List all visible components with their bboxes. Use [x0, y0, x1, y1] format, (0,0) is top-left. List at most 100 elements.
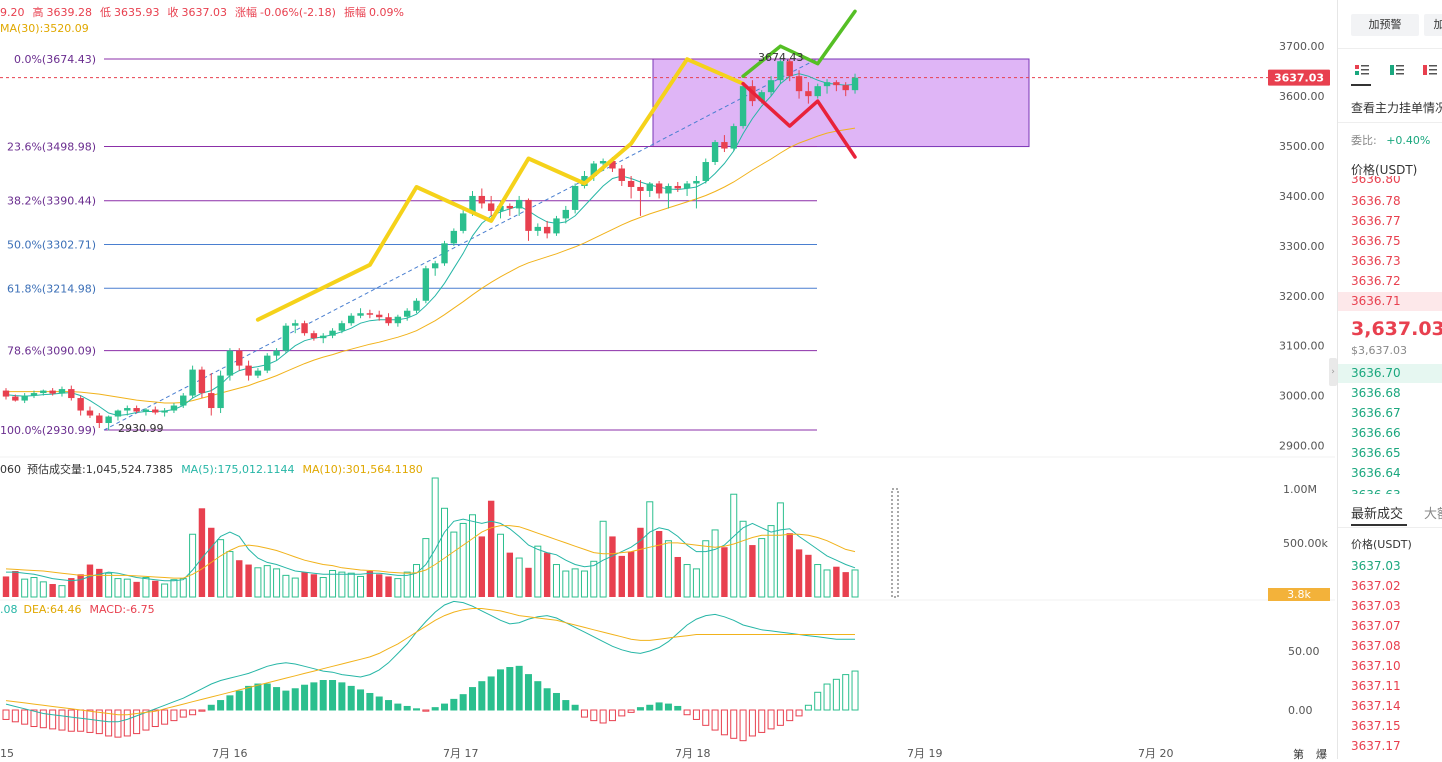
candle	[721, 135, 728, 153]
candle-body	[96, 415, 103, 424]
candle-body	[161, 410, 168, 413]
macd-hist-bar	[804, 704, 812, 711]
change-value: -0.06%(-2.18)	[260, 6, 336, 19]
macd-hist-bar	[823, 683, 831, 711]
add-button[interactable]: 加	[1424, 14, 1442, 36]
trade-price-row[interactable]: 3637.17	[1351, 739, 1401, 753]
volume-est: 预估成交量:1,045,524.7385	[27, 463, 174, 476]
fib-level-label: 61.8%(3214.98)	[7, 282, 96, 295]
ask-price-row[interactable]: 3636.78	[1351, 194, 1401, 208]
candle	[329, 328, 336, 339]
peak-price-label: 3674.43	[758, 51, 804, 64]
dif-value: .08	[0, 603, 18, 616]
orderbook-bids-icon[interactable]	[1390, 64, 1404, 76]
candle	[506, 203, 514, 216]
ask-price-row[interactable]: 3636.73	[1351, 254, 1401, 268]
volume-bar	[749, 545, 756, 597]
macd-hist-bar	[767, 709, 775, 730]
dea-value: DEA:64.46	[23, 603, 82, 616]
trade-price-row[interactable]: 3637.02	[1351, 579, 1401, 593]
trade-price-row[interactable]: 3637.15	[1351, 719, 1401, 733]
trade-price-row[interactable]: 3637.10	[1351, 659, 1401, 673]
ma30-label: MA(30):3520.09	[0, 22, 89, 35]
volume-bar	[721, 547, 728, 597]
macd-hist-bar	[273, 687, 281, 711]
ask-price-row[interactable]: 3636.77	[1351, 214, 1401, 228]
candle	[431, 260, 439, 276]
candle-body	[124, 408, 131, 411]
ask-price-row[interactable]: 3636.72	[1351, 274, 1401, 288]
candle-body	[320, 335, 327, 339]
candle-body	[805, 91, 812, 97]
candle-body	[282, 325, 290, 351]
trade-price-row[interactable]: 3637.07	[1351, 619, 1401, 633]
ask-price-row[interactable]: 3636.75	[1351, 234, 1401, 248]
fib-level-label: 23.6%(3498.98)	[7, 141, 96, 154]
macd-value: MACD:-6.75	[89, 603, 155, 616]
volume-bar	[469, 514, 476, 598]
trade-price-row[interactable]: 3637.03	[1351, 599, 1401, 613]
candle-body	[562, 209, 569, 219]
bid-price-row[interactable]: 3636.70	[1351, 366, 1401, 380]
candle-body	[133, 408, 140, 412]
bid-price-row[interactable]: 3636.64	[1351, 466, 1401, 480]
kline-chart[interactable]: 3700.00 3600.00 3500.00 3400.00 3300.00 3200.…	[0, 0, 1335, 759]
macd-hist-bar	[552, 692, 560, 711]
candle-body	[515, 199, 523, 209]
candle	[833, 80, 840, 92]
candle	[711, 140, 719, 166]
candle	[236, 348, 243, 371]
tab-large-trades[interactable]: 大额	[1424, 507, 1442, 522]
candle	[562, 205, 569, 224]
candle-body	[459, 213, 467, 231]
candle-body	[376, 314, 383, 318]
candle	[133, 405, 140, 414]
panel-collapse-handle[interactable]: ›	[1329, 358, 1337, 386]
candle-body	[357, 313, 364, 316]
order-title[interactable]: 查看主力挂单情况	[1351, 101, 1442, 115]
candle	[114, 409, 122, 421]
bid-price-row[interactable]: 3636.67	[1351, 406, 1401, 420]
candle	[814, 83, 821, 99]
volume-prefix: 060	[0, 463, 21, 476]
orderbook-asks-icon[interactable]	[1423, 64, 1437, 76]
volume-bar	[506, 552, 514, 597]
open-value: 9.20	[0, 6, 25, 19]
candle-body	[403, 310, 411, 317]
candle	[413, 298, 420, 314]
candle	[403, 308, 411, 321]
macd-hist-bar	[683, 709, 691, 716]
macd-hist-bar	[608, 709, 616, 722]
ma30-line	[6, 127, 856, 404]
bid-price-row[interactable]: 3636.68	[1351, 386, 1401, 400]
trade-price-row[interactable]: 3637.14	[1351, 699, 1401, 713]
macd-hist-bar	[786, 709, 794, 722]
candle	[254, 368, 262, 379]
macd-hist-bar	[702, 709, 710, 726]
macd-hist-bar	[77, 709, 85, 732]
volume-bar	[683, 564, 691, 598]
trade-price-row[interactable]: 3637.03	[1351, 559, 1401, 573]
trade-price-row[interactable]: 3637.08	[1351, 639, 1401, 653]
volume-bar	[711, 529, 719, 598]
candle-body	[683, 183, 691, 189]
price-axis-tick: 3700.00	[1279, 40, 1325, 53]
candle	[264, 353, 271, 374]
candle-body	[618, 168, 625, 181]
bid-price-row[interactable]: 3636.65	[1351, 446, 1401, 460]
macd-hist-bar	[123, 709, 131, 737]
chart-area[interactable]: 3700.00 3600.00 3500.00 3400.00 3300.00 3200.…	[0, 0, 1335, 759]
orderbook-both-icon[interactable]	[1355, 64, 1369, 76]
candle	[58, 386, 66, 397]
time-axis-tick: 15	[0, 747, 14, 759]
volume-bar	[68, 578, 75, 597]
tab-latest-trades[interactable]: 最新成交	[1351, 507, 1404, 522]
candle	[310, 330, 318, 341]
candle-body	[12, 396, 19, 401]
bid-price-row[interactable]: 3636.66	[1351, 426, 1401, 440]
trade-price-row[interactable]: 3637.11	[1351, 679, 1401, 693]
ask-price-row[interactable]: 3636.71	[1351, 294, 1401, 308]
volume-bar	[403, 571, 411, 598]
add-alert-button[interactable]: 加预警	[1351, 14, 1419, 36]
candle	[702, 158, 709, 184]
